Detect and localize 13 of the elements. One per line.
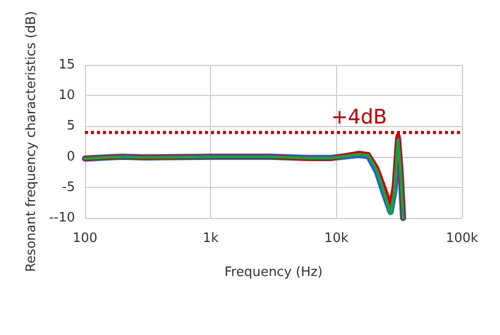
- y-tick-label: 0: [66, 149, 75, 164]
- x-tick-label: 100: [72, 231, 98, 246]
- y-tick-label: 10: [58, 88, 75, 104]
- y-tick-label: -5: [62, 180, 75, 195]
- x-axis-title: Frequency (Hz): [224, 265, 323, 280]
- x-tick-label: 1k: [202, 231, 220, 246]
- y-tick-label: --10: [49, 210, 75, 226]
- x-tick-label: 100k: [446, 231, 479, 246]
- y-tick-label: 15: [58, 57, 75, 72]
- x-tick-label: 10k: [324, 231, 349, 246]
- y-axis-title: Resonant frequency characteristics (dB): [24, 10, 40, 272]
- y-tick-label: 5: [66, 118, 75, 134]
- ref-line-label: +4dB: [331, 104, 387, 128]
